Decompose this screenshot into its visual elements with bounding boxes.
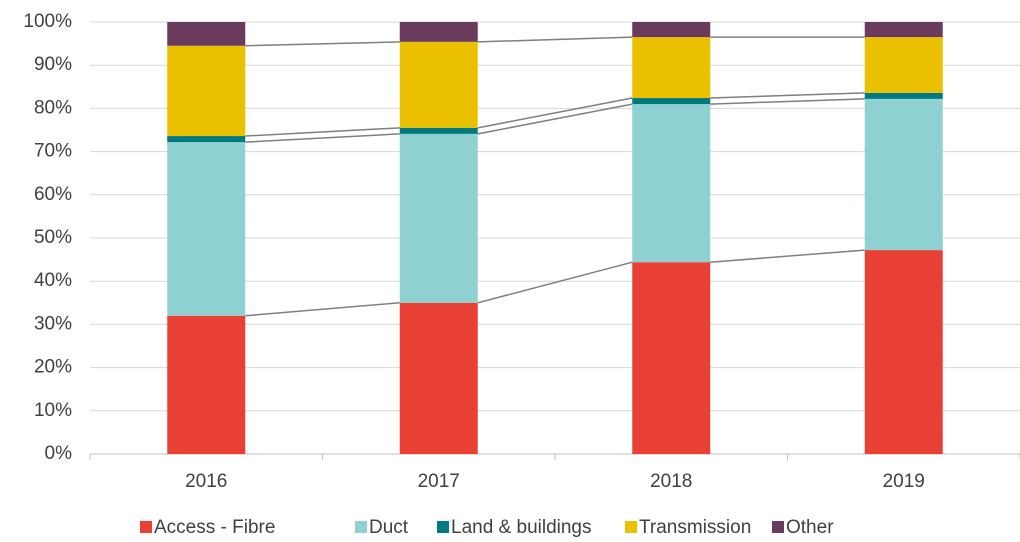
y-tick-label: 40%	[34, 270, 72, 291]
bar-segment	[167, 315, 246, 454]
legend-swatch	[772, 521, 784, 533]
y-tick-label: 20%	[34, 357, 72, 378]
series-line	[477, 36, 633, 43]
bar-segment	[864, 92, 943, 99]
legend-label: Land & buildings	[451, 517, 592, 538]
bar-segment	[167, 22, 246, 46]
y-tick-label: 50%	[34, 227, 72, 248]
y-tick-label: 30%	[34, 313, 72, 334]
y-tick-label: 80%	[34, 97, 72, 118]
bar-segment	[632, 37, 711, 99]
bar-segment	[399, 127, 478, 134]
legend-swatch	[355, 521, 367, 533]
series-line	[477, 261, 633, 304]
legend-swatch	[140, 521, 152, 533]
bar-segment	[399, 22, 478, 42]
legend-label: Duct	[369, 517, 409, 538]
bar-segment	[632, 104, 711, 263]
bar-segment	[864, 22, 943, 38]
series-line	[710, 249, 865, 263]
bar-segment	[632, 22, 711, 38]
bar-segment	[399, 302, 478, 454]
x-tick-label: 2018	[650, 471, 692, 492]
bar-segment	[167, 136, 246, 143]
series-line	[245, 41, 400, 47]
bar-segment	[167, 45, 246, 137]
legend-label: Other	[786, 517, 834, 538]
legend-label: Transmission	[639, 517, 751, 538]
bar-segment	[864, 250, 943, 454]
bar-segment	[399, 41, 478, 128]
x-tick-label: 2019	[883, 471, 925, 492]
bar-segment	[632, 98, 711, 105]
legend-label: Access - Fibre	[154, 517, 275, 538]
series-line	[245, 133, 400, 143]
series-line	[245, 302, 400, 317]
series-line	[477, 103, 633, 135]
x-tick-label: 2017	[418, 471, 460, 492]
legend-swatch	[437, 521, 449, 533]
bar-segment	[864, 37, 943, 93]
y-tick-label: 70%	[34, 141, 72, 162]
bar-segment	[632, 262, 711, 454]
y-tick-label: 0%	[45, 443, 73, 464]
y-tick-label: 10%	[34, 400, 72, 421]
bar-segment	[864, 98, 943, 251]
series-line	[710, 92, 865, 99]
series-line	[245, 127, 400, 137]
series-line	[710, 98, 865, 105]
y-tick-label: 100%	[23, 11, 72, 32]
bar-segment	[399, 133, 478, 303]
legend-swatch	[625, 521, 637, 533]
y-tick-label: 60%	[34, 184, 72, 205]
bar-segment	[167, 142, 246, 316]
y-tick-label: 90%	[34, 54, 72, 75]
x-tick-label: 2016	[185, 471, 227, 492]
series-line	[477, 97, 633, 129]
